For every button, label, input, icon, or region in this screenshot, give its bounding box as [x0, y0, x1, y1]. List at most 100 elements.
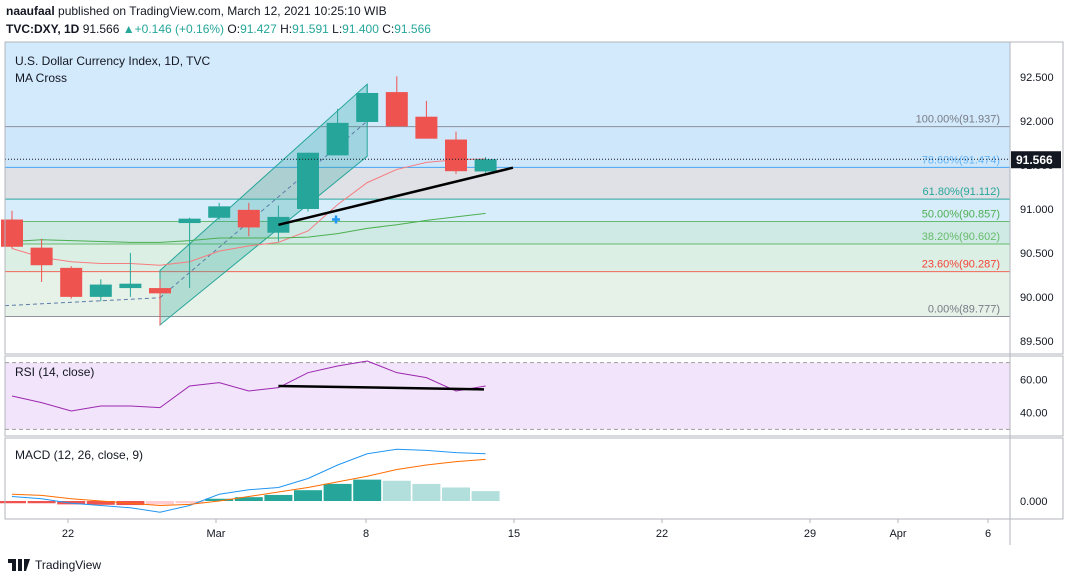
pane-border: [4, 355, 1064, 437]
channel-midline-ext: [4, 297, 161, 307]
macd-histogram-bar: [264, 494, 293, 501]
macd-histogram-bar: [86, 501, 115, 505]
tradingview-logo-icon: [8, 559, 30, 571]
candle-body: [208, 206, 231, 218]
candle-body: [89, 284, 112, 297]
trendline: [278, 166, 514, 227]
rsi-tick: 40.00: [1020, 408, 1048, 420]
ma-cross-label: MA Cross: [15, 71, 67, 85]
candle-body: [1, 219, 23, 247]
price-tick: 92.000: [1020, 116, 1054, 128]
last-price-badge: [1011, 151, 1061, 169]
time-tick: 22: [62, 528, 74, 540]
fib-zone: [5, 126, 1010, 168]
time-tick: 22: [656, 528, 668, 540]
macd-tick: 0.000: [1020, 496, 1048, 508]
fib-zone: [5, 167, 1010, 200]
macd-histogram-bar: [442, 487, 470, 501]
rsi-pane[interactable]: 60.00 40.00: [5, 360, 1048, 430]
low-value: 91.400: [342, 22, 379, 36]
fib-zone: [5, 243, 1010, 272]
time-tick: Mar: [207, 528, 226, 540]
fib-label: 100.00%(91.937): [916, 114, 1000, 126]
macd-histogram-bar: [146, 501, 174, 505]
low-label: L:: [332, 22, 343, 36]
price-tick: 91.000: [1020, 204, 1054, 216]
rsi-band-fill: [5, 362, 1010, 430]
publish-line: naaufaal published on TradingView.com, M…: [6, 4, 387, 18]
main-pane[interactable]: 100.00%(91.937) 78.60%(91.474) 61.80%(91.1…: [1, 42, 1061, 348]
rsi-trendline: [278, 384, 485, 391]
candle-body: [237, 209, 260, 228]
pane-border: [4, 437, 1064, 520]
time-tick: 6: [985, 528, 991, 540]
symbol: TVC:DXY, 1D: [6, 22, 80, 36]
price-change: +0.146 (+0.16%): [134, 22, 225, 36]
last-price-badge-label: 91.566: [1016, 153, 1053, 167]
macd-histogram-bar: [57, 501, 86, 505]
high-label: H:: [280, 22, 293, 36]
rsi-line: [11, 360, 486, 412]
macd-histogram-bar: [205, 498, 234, 501]
publisher-name[interactable]: naaufaal: [6, 4, 55, 18]
macd-signal-line: [11, 458, 486, 507]
close-label: C:: [382, 22, 395, 36]
rsi-tick: 60.00: [1020, 374, 1048, 386]
last-price: 91.566: [82, 22, 120, 36]
fib-label: 50.00%(90.857): [922, 209, 1000, 221]
time-tick: Apr: [889, 528, 906, 540]
fib-label: 23.60%(90.287): [922, 259, 1000, 271]
fib-zone: [5, 199, 1010, 222]
fib-zone: [5, 271, 1010, 317]
published-text: published on TradingView.com, March 12, …: [58, 4, 387, 18]
fib-label: 0.00%(89.777): [928, 303, 1000, 315]
macd-histogram-bar: [175, 501, 204, 504]
candle-body: [415, 116, 438, 139]
candle-body: [385, 92, 408, 127]
high-value: 91.591: [292, 22, 329, 36]
fib-label: 38.20%(90.602): [922, 231, 1000, 243]
fib-zone: [5, 221, 1010, 244]
fib-label: 61.80%(91.112): [923, 186, 1000, 198]
candle-body: [178, 218, 201, 224]
fib-label: 78.60%(91.474): [922, 154, 1000, 166]
time-tick: 8: [363, 528, 369, 540]
time-axis[interactable]: 22 Mar 8 15 22 29 Apr 6: [62, 519, 991, 540]
ma-slow-line: [11, 212, 486, 243]
candle-body: [30, 247, 53, 266]
macd-histogram-bar: [27, 501, 56, 504]
macd-histogram-bar: [412, 483, 441, 501]
time-tick: 15: [508, 528, 520, 540]
symbol-line: TVC:DXY, 1D 91.566 ▲+0.146 (+0.16%) O:91…: [6, 22, 431, 36]
fib-zone-top: [5, 42, 1010, 127]
open-label: O:: [227, 22, 241, 36]
price-tick: 90.000: [1020, 292, 1054, 304]
candle-body: [356, 92, 379, 122]
open-value: 91.427: [240, 22, 277, 36]
macd-pane-title: MACD (12, 26, close, 9): [15, 448, 143, 462]
tradingview-brand[interactable]: TradingView: [8, 558, 101, 572]
candle-body: [474, 159, 497, 172]
macd-pane[interactable]: 0.000: [0, 448, 1048, 513]
main-pane-title: U.S. Dollar Currency Index, 1D, TVC: [15, 54, 211, 68]
up-arrow-icon: ▲: [122, 22, 135, 36]
candle-body: [149, 288, 171, 294]
macd-line: [11, 448, 486, 513]
price-tick: 90.500: [1020, 248, 1054, 260]
price-tick: 89.500: [1020, 336, 1054, 348]
time-tick: 29: [804, 528, 816, 540]
brand-name: TradingView: [35, 558, 102, 572]
candle-body: [445, 139, 467, 172]
macd-histogram-bar: [382, 480, 411, 501]
macd-histogram-bar: [294, 490, 322, 501]
macd-histogram-bar: [353, 479, 382, 501]
candle-body: [326, 122, 349, 156]
ma-fast-line: [11, 158, 486, 266]
candle-body: [297, 152, 319, 209]
macd-histogram-bar: [234, 497, 263, 501]
macd-histogram-bar: [471, 491, 500, 501]
macd-histogram-bar: [0, 501, 26, 504]
close-value: 91.566: [394, 22, 431, 36]
macd-histogram-bar: [323, 483, 352, 501]
